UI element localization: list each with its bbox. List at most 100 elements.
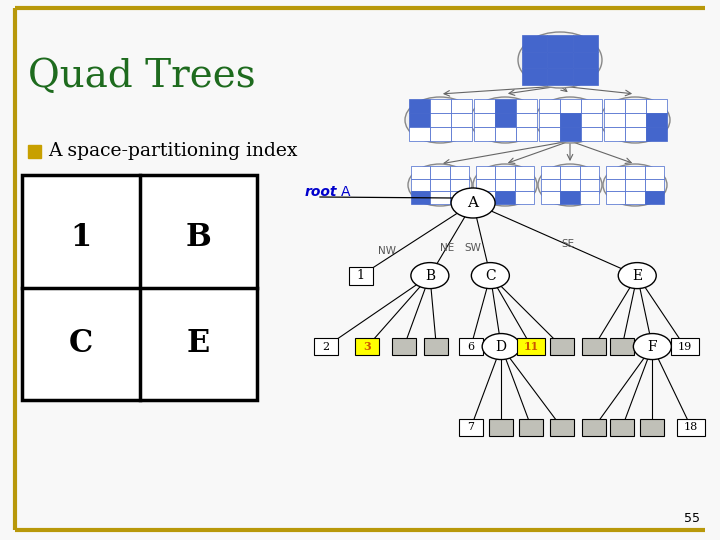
Bar: [606, 166, 626, 179]
Bar: [474, 127, 495, 141]
Bar: [431, 179, 449, 191]
Bar: [519, 419, 544, 436]
Text: A space-partitioning index: A space-partitioning index: [48, 143, 297, 160]
Bar: [580, 113, 601, 127]
Ellipse shape: [473, 164, 537, 206]
Text: 2: 2: [323, 342, 330, 352]
Bar: [431, 166, 449, 179]
Text: B: B: [425, 268, 435, 282]
Bar: [559, 99, 580, 113]
Bar: [451, 99, 472, 113]
Bar: [626, 166, 644, 179]
Text: C: C: [485, 268, 495, 282]
Bar: [606, 191, 626, 204]
Text: 1: 1: [357, 269, 365, 282]
Bar: [624, 127, 646, 141]
Bar: [644, 166, 664, 179]
Bar: [547, 69, 572, 85]
Text: B: B: [185, 222, 211, 253]
Bar: [603, 113, 624, 127]
Ellipse shape: [411, 262, 449, 288]
Ellipse shape: [535, 97, 605, 143]
Bar: [22, 175, 257, 400]
Bar: [572, 69, 598, 85]
Text: 18: 18: [684, 422, 698, 433]
Bar: [431, 191, 449, 204]
Bar: [541, 179, 560, 191]
Bar: [644, 191, 664, 204]
Text: NW: NW: [378, 246, 396, 256]
Bar: [572, 35, 598, 52]
Bar: [495, 127, 516, 141]
Bar: [314, 338, 338, 355]
Text: 3: 3: [364, 341, 371, 352]
Bar: [430, 127, 451, 141]
Bar: [495, 99, 516, 113]
Bar: [459, 419, 483, 436]
Bar: [580, 99, 601, 113]
Text: 55: 55: [684, 512, 700, 525]
Bar: [495, 113, 516, 127]
Ellipse shape: [408, 164, 472, 206]
Bar: [518, 338, 546, 355]
Bar: [355, 338, 379, 355]
Bar: [459, 338, 483, 355]
Bar: [646, 113, 667, 127]
Bar: [522, 69, 547, 85]
Bar: [640, 419, 665, 436]
Bar: [408, 127, 430, 141]
Bar: [678, 419, 706, 436]
Bar: [560, 179, 580, 191]
Bar: [539, 99, 559, 113]
Bar: [516, 99, 536, 113]
Bar: [28, 145, 41, 158]
Text: 11: 11: [523, 341, 539, 352]
Ellipse shape: [482, 334, 520, 360]
Bar: [516, 113, 536, 127]
Bar: [449, 191, 469, 204]
Bar: [539, 127, 559, 141]
Bar: [424, 338, 449, 355]
Bar: [610, 338, 634, 355]
Bar: [541, 191, 560, 204]
Ellipse shape: [472, 262, 509, 288]
Bar: [580, 191, 599, 204]
Bar: [549, 338, 574, 355]
Bar: [515, 166, 534, 179]
Bar: [476, 191, 495, 204]
Bar: [392, 338, 416, 355]
Bar: [489, 419, 513, 436]
Bar: [644, 179, 664, 191]
Bar: [411, 191, 431, 204]
Bar: [495, 179, 515, 191]
Bar: [515, 191, 534, 204]
Text: E: E: [186, 328, 210, 359]
Text: A: A: [467, 196, 479, 210]
Bar: [580, 179, 599, 191]
Bar: [624, 113, 646, 127]
Bar: [646, 127, 667, 141]
Bar: [671, 338, 698, 355]
Bar: [539, 113, 559, 127]
Text: 7: 7: [467, 422, 474, 433]
Text: NE: NE: [440, 242, 454, 253]
Bar: [572, 52, 598, 69]
Bar: [516, 127, 536, 141]
Ellipse shape: [538, 164, 602, 206]
Bar: [522, 52, 547, 69]
Bar: [626, 191, 644, 204]
Bar: [430, 99, 451, 113]
Bar: [495, 191, 515, 204]
Bar: [449, 179, 469, 191]
Bar: [646, 99, 667, 113]
Text: 19: 19: [678, 342, 692, 352]
Bar: [411, 166, 431, 179]
Bar: [522, 35, 547, 52]
Bar: [430, 113, 451, 127]
Bar: [626, 179, 644, 191]
Bar: [549, 419, 574, 436]
Bar: [547, 52, 572, 69]
Text: C: C: [68, 328, 93, 359]
Bar: [582, 338, 606, 355]
Ellipse shape: [600, 97, 670, 143]
